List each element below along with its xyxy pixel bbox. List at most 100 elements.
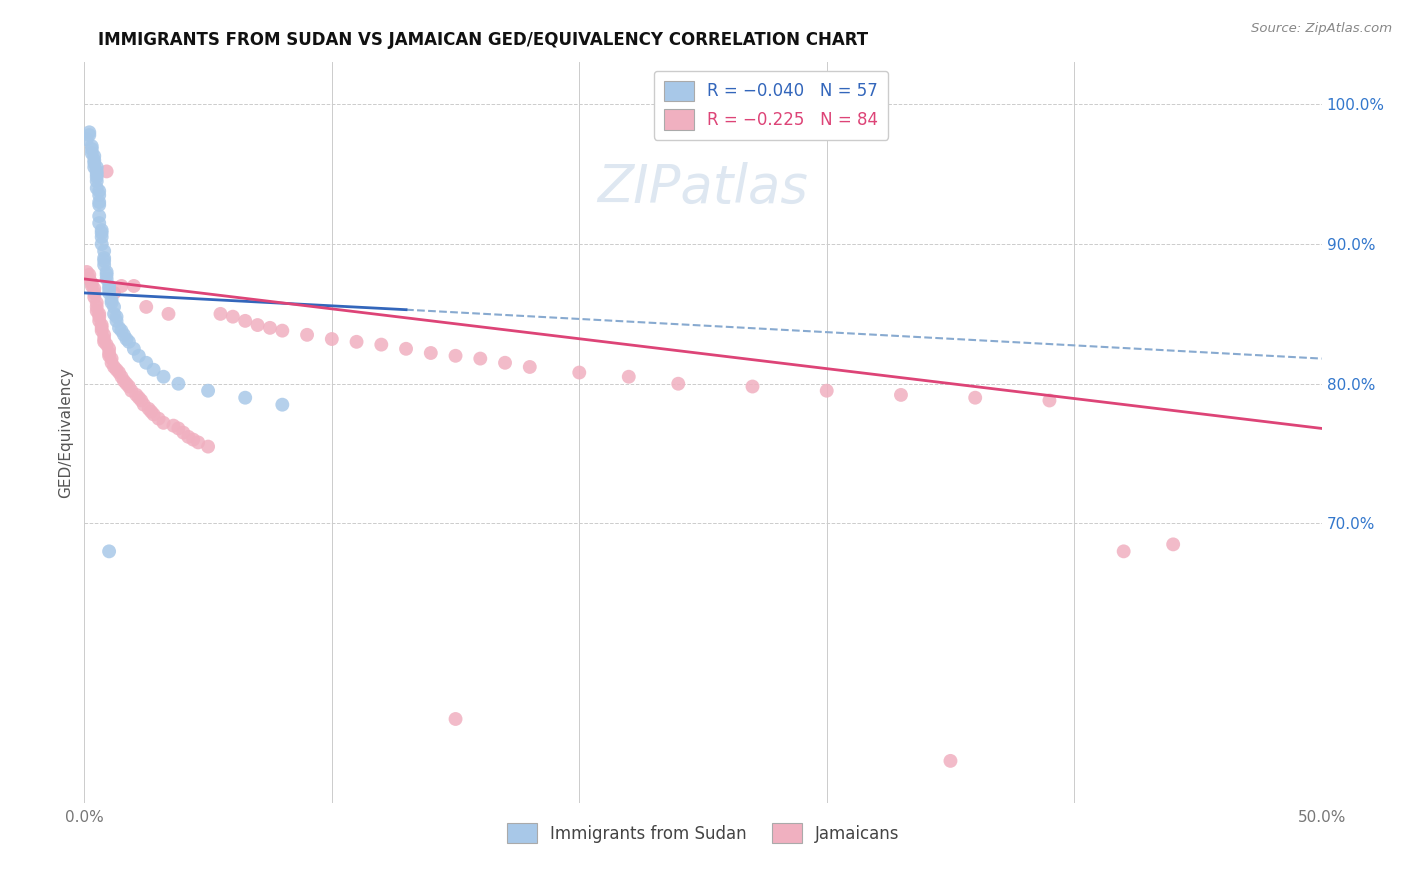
Point (167, 376, 190, 391)
Point (83, 290, 105, 304)
Point (115, 332, 138, 346)
Point (79, 272, 101, 286)
Point (295, 327, 318, 342)
Point (96, 268, 118, 282)
Point (86, 295, 108, 310)
Point (271, 324, 294, 338)
Point (1038, 393, 1060, 408)
Point (96, 164, 118, 178)
Point (141, 405, 163, 419)
Text: Source: ZipAtlas.com: Source: ZipAtlas.com (1251, 22, 1392, 36)
Point (152, 369, 174, 384)
Point (93, 244, 115, 258)
Point (86, 304, 108, 318)
Point (93, 334, 115, 349)
Point (100, 293, 122, 307)
Point (118, 334, 141, 349)
Point (470, 351, 492, 366)
Point (98, 279, 121, 293)
Point (135, 300, 157, 314)
Point (444, 712, 467, 726)
Point (83, 156, 105, 170)
Point (89, 310, 111, 324)
Point (939, 754, 962, 768)
Point (494, 356, 516, 370)
Point (132, 398, 155, 412)
Point (89, 184, 111, 198)
Point (80, 142, 103, 156)
Point (271, 398, 294, 412)
Point (128, 391, 150, 405)
Point (98, 349, 121, 363)
Point (80, 276, 103, 290)
Point (177, 430, 200, 444)
Point (741, 379, 763, 393)
Point (100, 351, 122, 366)
Point (120, 384, 142, 398)
Point (187, 435, 209, 450)
Point (105, 363, 128, 377)
Point (86, 181, 108, 195)
Point (1161, 537, 1184, 551)
Point (96, 337, 118, 351)
Point (246, 318, 269, 332)
Point (105, 310, 128, 324)
Point (80, 146, 103, 161)
Point (105, 314, 128, 328)
Point (122, 279, 145, 293)
Point (90, 223, 112, 237)
Point (138, 401, 160, 416)
Point (80, 279, 103, 293)
Point (110, 369, 132, 384)
Point (90, 318, 112, 332)
Point (181, 433, 204, 447)
Point (89, 216, 111, 230)
Point (80, 139, 103, 153)
Point (370, 337, 392, 351)
Point (115, 376, 138, 391)
Text: ZIPatlas: ZIPatlas (598, 162, 808, 214)
Point (129, 393, 152, 408)
Point (83, 160, 105, 174)
Point (125, 388, 148, 402)
Point (122, 342, 145, 356)
Point (86, 300, 108, 314)
Point (90, 321, 112, 335)
Point (93, 327, 115, 342)
Point (167, 421, 190, 435)
Point (86, 167, 108, 181)
Point (148, 411, 170, 425)
Point (86, 160, 108, 174)
Point (197, 440, 219, 454)
Point (135, 356, 157, 370)
Point (89, 195, 111, 210)
Point (76, 132, 98, 146)
Point (98, 342, 121, 356)
Point (98, 544, 121, 558)
Point (96, 272, 118, 286)
Point (86, 169, 108, 184)
Point (197, 384, 219, 398)
Point (98, 285, 121, 300)
Point (965, 391, 987, 405)
Point (233, 314, 256, 328)
Point (98, 282, 121, 296)
Point (142, 408, 165, 422)
Point (157, 307, 180, 321)
Point (617, 369, 640, 384)
Point (395, 342, 418, 356)
Point (93, 332, 115, 346)
Point (890, 388, 912, 402)
Point (93, 251, 115, 265)
Point (90, 237, 112, 252)
Point (100, 295, 122, 310)
Point (93, 258, 115, 272)
Point (568, 366, 591, 380)
Point (89, 314, 111, 328)
Point (93, 253, 115, 268)
Point (89, 188, 111, 202)
Point (112, 374, 135, 388)
Point (90, 230, 112, 244)
Point (83, 149, 105, 163)
Point (79, 125, 101, 139)
